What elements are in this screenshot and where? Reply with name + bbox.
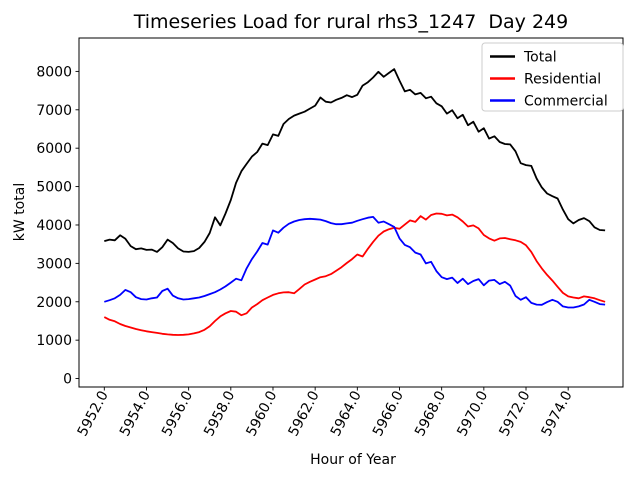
legend-item-commercial: Commercial	[490, 94, 608, 110]
x-tick-label: 5972.0	[496, 388, 533, 439]
y-tick-label: 7000	[36, 103, 72, 119]
x-tick-labels: 5952.0 5954.0 5956.0 5958.0 5960.0 5962.0 5964…	[75, 388, 576, 439]
y-tick-label: 2000	[36, 295, 72, 311]
x-tick-label: 5974.0	[539, 388, 576, 439]
x-tick-label: 5952.0	[75, 388, 112, 439]
legend-item-residential: Residential	[490, 72, 601, 88]
series-line-commercial	[104, 215, 606, 309]
x-tick-label: 5970.0	[454, 388, 491, 439]
x-tick-label: 5966.0	[370, 388, 407, 439]
y-tick-label: 6000	[36, 141, 72, 157]
y-tick-label: 4000	[36, 218, 72, 234]
y-tick-labels: 0 1000 2000 3000 4000 5000 6000 7000 8000	[36, 64, 72, 387]
x-tick-label: 5964.0	[328, 388, 365, 439]
series-line-residential	[103, 212, 606, 336]
legend-item-total: Total	[490, 50, 557, 66]
y-tick-label: 0	[63, 372, 72, 388]
y-tick-label: 5000	[36, 180, 72, 196]
y-tick-label: 8000	[36, 64, 72, 80]
legend-label-total: Total	[523, 50, 557, 66]
y-axis-label: kW total	[12, 183, 28, 241]
y-tick-label: 1000	[36, 333, 72, 349]
x-tick-label: 5968.0	[412, 388, 449, 439]
legend-box	[481, 42, 624, 112]
series-lines	[103, 68, 606, 336]
chart-title: Timeseries Load for rural rhs3_1247 Day …	[133, 11, 568, 33]
x-tick-label: 5958.0	[201, 388, 238, 439]
series-line-total	[104, 68, 606, 253]
legend-label-residential: Residential	[524, 72, 601, 88]
x-axis-label: Hour of Year	[310, 452, 396, 468]
y-tick-label: 3000	[36, 256, 72, 272]
x-tick-label: 5954.0	[117, 388, 154, 439]
legend-label-commercial: Commercial	[524, 94, 608, 110]
tick-marks	[75, 70, 569, 391]
x-tick-label: 5956.0	[159, 388, 196, 439]
x-tick-label: 5962.0	[286, 388, 323, 439]
legend: Total Residential Commercial	[481, 42, 624, 112]
x-tick-label: 5960.0	[243, 388, 280, 439]
